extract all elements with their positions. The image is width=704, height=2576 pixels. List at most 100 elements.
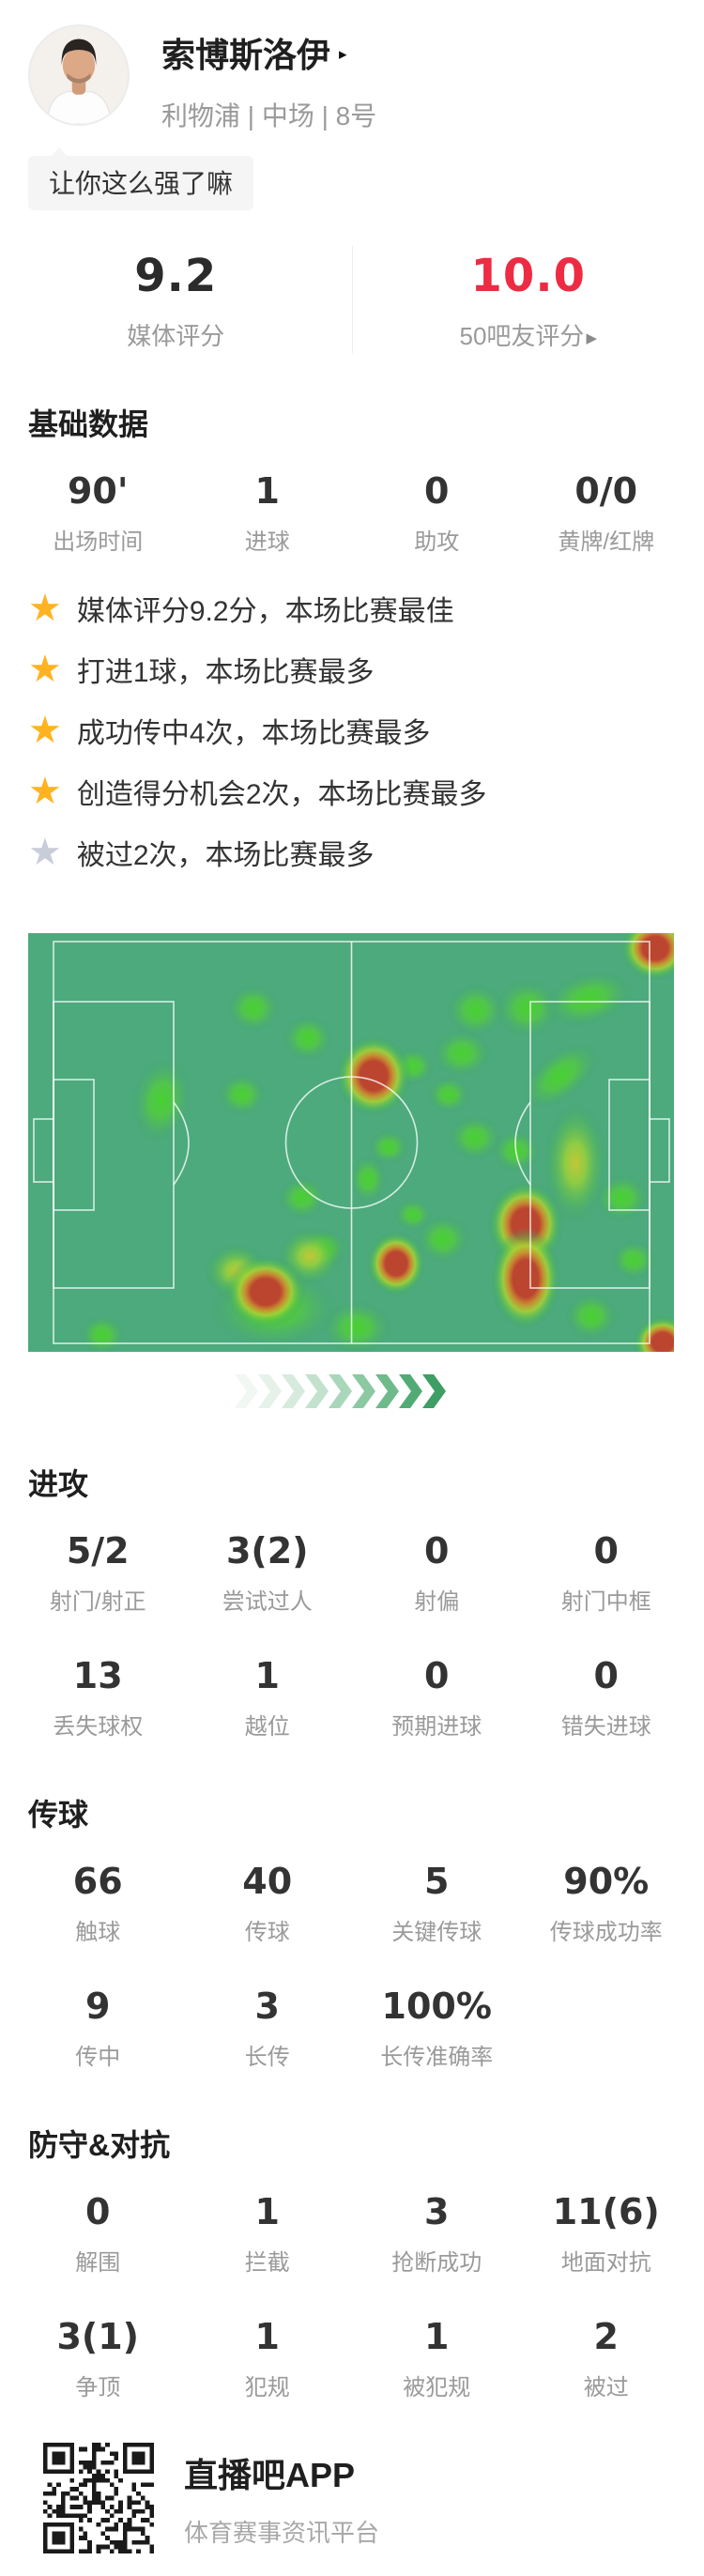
stat-pass-accuracy: 90%传球成功率 — [522, 1861, 692, 1946]
stat-label: 射偏 — [352, 1583, 522, 1616]
stat-missed-chances: 0 错失进球 — [522, 1655, 692, 1740]
stat-label: 射门中框 — [522, 1583, 692, 1616]
stat-value: 0 — [522, 1530, 692, 1572]
stat-label: 射门/射正 — [13, 1583, 183, 1616]
stat-label: 传球 — [183, 1913, 353, 1946]
stat-label: 犯规 — [183, 2369, 353, 2401]
stat-label: 传中 — [13, 2038, 183, 2071]
fans-rating[interactable]: 10.0 50吧友评分▶ — [352, 246, 704, 354]
stat-value: 0 — [352, 1530, 522, 1572]
media-rating: 9.2 媒体评分 — [0, 246, 352, 354]
stat-value: 13 — [13, 1655, 183, 1696]
player-name: 索博斯洛伊 — [161, 28, 330, 77]
highlight-item: ★ 媒体评分9.2分，本场比赛最佳 — [28, 588, 676, 629]
name-arrow-icon: ▸ — [339, 41, 347, 64]
stat-touches: 66 触球 — [13, 1861, 183, 1946]
chevron-arrows-icon — [235, 1372, 469, 1410]
stat-label: 预期进球 — [352, 1708, 522, 1740]
stat-value: 3(1) — [13, 2316, 183, 2357]
stat-minutes: 90' 出场时间 — [13, 470, 183, 556]
player-meta: 利物浦 | 中场 | 8号 — [161, 96, 376, 133]
comment-tag-bubble: 让你这么强了嘛 — [28, 156, 253, 210]
empty-cell — [522, 1986, 692, 2071]
stat-possession-lost: 13 丢失球权 — [13, 1655, 183, 1740]
stat-value: 3 — [352, 2191, 522, 2232]
stat-value: 90% — [522, 1861, 692, 1902]
stat-label: 出场时间 — [13, 523, 183, 556]
section-title-basic: 基础数据 — [28, 401, 676, 444]
stat-label: 地面对抗 — [522, 2244, 692, 2277]
stat-value: 2 — [522, 2316, 692, 2357]
stat-label: 助攻 — [352, 523, 522, 556]
highlight-item: ★打进1球，本场比赛最多 — [28, 649, 676, 690]
stat-shots-off: 0 射偏 — [352, 1530, 522, 1616]
section-title-passing: 传球 — [28, 1791, 676, 1834]
stat-crosses: 9 传中 — [13, 1986, 183, 2071]
player-avatar — [28, 24, 130, 126]
stat-value: 0 — [13, 2191, 183, 2232]
stat-shots: 5/2 射门/射正 — [13, 1530, 183, 1616]
highlight-text: 媒体评分9.2分，本场比赛最佳 — [77, 588, 454, 629]
app-description: 体育赛事资讯平台 — [184, 2514, 379, 2549]
highlight-item: ★创造得分机会2次，本场比赛最多 — [28, 771, 676, 812]
star-icon: ★ — [28, 712, 62, 749]
stat-dribbles: 3(2) 尝试过人 — [183, 1530, 353, 1616]
stat-value: 9 — [13, 1986, 183, 2027]
stat-aerial-duels: 3(1) 争顶 — [13, 2316, 183, 2401]
player-photo — [30, 26, 128, 124]
fans-rating-label-text: 50吧友评分 — [460, 322, 585, 350]
stat-value: 5/2 — [13, 1530, 183, 1572]
stat-value: 90' — [13, 470, 183, 512]
app-footer: 直播吧APP 体育赛事资讯平台 — [43, 2443, 704, 2553]
stat-label: 触球 — [13, 1913, 183, 1946]
stat-cards: 0/0 黄牌/红牌 — [522, 470, 692, 556]
stat-long-ball-accuracy: 100% 长传准确率 — [352, 1986, 522, 2071]
stat-label: 争顶 — [13, 2369, 183, 2401]
ratings-row: 9.2 媒体评分 10.0 50吧友评分▶ — [0, 246, 704, 354]
stat-value: 100% — [352, 1986, 522, 2027]
stat-value: 3(2) — [183, 1530, 353, 1572]
stat-label: 拦截 — [183, 2244, 353, 2277]
star-icon: ★ — [28, 590, 62, 627]
fans-rating-value: 10.0 — [353, 250, 704, 302]
star-icon: ★ — [28, 773, 62, 810]
stat-label: 长传 — [183, 2038, 353, 2071]
section-title-defense: 防守&对抗 — [28, 2122, 676, 2165]
stat-value: 0 — [522, 1655, 692, 1696]
stat-label: 错失进球 — [522, 1708, 692, 1740]
stat-label: 丢失球权 — [13, 1708, 183, 1740]
app-name: 直播吧APP — [184, 2448, 379, 2497]
stat-woodwork: 0 射门中框 — [522, 1530, 692, 1616]
stat-label: 进球 — [183, 523, 353, 556]
section-title-attack: 进攻 — [28, 1461, 676, 1504]
fans-rating-label: 50吧友评分▶ — [353, 317, 704, 352]
stat-label: 黄牌/红牌 — [522, 523, 692, 556]
profile-info: 索博斯洛伊 ▸ 利物浦 | 中场 | 8号 — [161, 24, 376, 133]
highlight-item: ★被过2次，本场比赛最多 — [28, 832, 676, 873]
stat-value: 0/0 — [522, 470, 692, 512]
media-rating-label: 媒体评分 — [0, 317, 352, 352]
highlight-text: 成功传中4次，本场比赛最多 — [77, 710, 431, 751]
highlight-text: 打进1球，本场比赛最多 — [77, 649, 375, 690]
stat-value: 66 — [13, 1861, 183, 1902]
stat-value: 1 — [183, 2191, 353, 2232]
qr-code — [43, 2443, 154, 2553]
stat-value: 1 — [183, 1655, 353, 1696]
player-name-row[interactable]: 索博斯洛伊 ▸ — [161, 28, 376, 77]
stat-label: 长传准确率 — [352, 2038, 522, 2071]
stat-label: 抢断成功 — [352, 2244, 522, 2277]
stat-label: 尝试过人 — [183, 1583, 353, 1616]
stat-label: 关键传球 — [352, 1913, 522, 1946]
stat-value: 40 — [183, 1861, 353, 1902]
highlights-list: ★媒体评分9.2分，本场比赛最佳 ★打进1球，本场比赛最多 ★成功传中4次，本场… — [28, 588, 676, 873]
